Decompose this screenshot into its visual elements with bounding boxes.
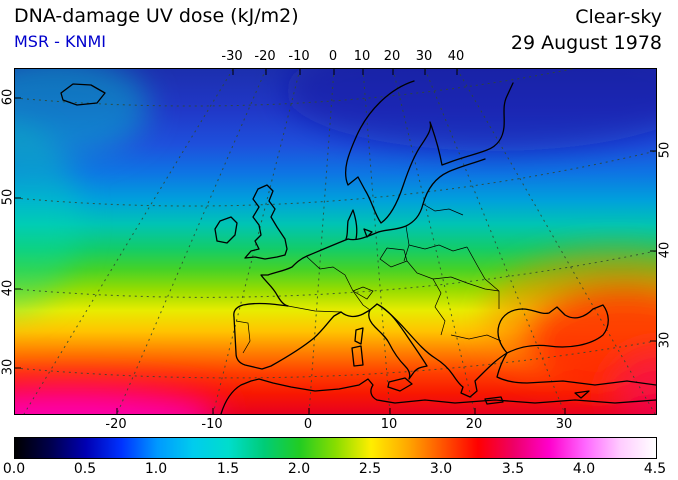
sky-condition-label: Clear-sky	[575, 6, 662, 28]
graticule	[15, 69, 656, 414]
coast-denmark	[345, 209, 358, 240]
colorbar-tick-label: 1.0	[144, 461, 168, 477]
coast-southern-france	[340, 309, 371, 318]
map-frame	[14, 68, 657, 415]
coast-crete	[484, 396, 504, 405]
top-axis-label: 10	[353, 49, 371, 64]
coast-ireland	[214, 216, 238, 244]
coast-balkans-greece	[376, 303, 508, 398]
header-right: Clear-sky 29 August 1978	[511, 4, 662, 56]
top-axis-label: 40	[447, 49, 465, 64]
top-axis-label: -10	[288, 49, 310, 64]
coast-black-sea	[497, 304, 609, 354]
top-axis-label: 0	[328, 49, 338, 64]
coast-turkey	[496, 352, 656, 386]
coast-sardinia	[351, 345, 364, 367]
coast-iceland	[60, 83, 106, 106]
colorbar-tick-label: 2.0	[287, 461, 311, 477]
top-axis-label: 20	[383, 49, 401, 64]
uv-dose-field	[15, 69, 656, 414]
right-axis-label: 30	[657, 331, 673, 349]
europe-uv-map	[15, 69, 656, 414]
coast-baltic	[347, 158, 486, 241]
right-axis-label: 40	[657, 241, 673, 259]
bottom-axis-label: 10	[380, 417, 398, 432]
bottom-axis-label: -20	[105, 417, 127, 432]
colorbar-tick-label: 0.0	[2, 461, 26, 477]
colorbar-tick-label: 4.0	[572, 461, 596, 477]
bottom-axis-label: 30	[555, 417, 573, 432]
colorbar-tick-label: 3.0	[429, 461, 453, 477]
colorbar-tick-label: 4.5	[643, 461, 667, 477]
colorbar-tick-label: 0.5	[73, 461, 97, 477]
coast-scandinavia	[344, 80, 514, 224]
coast-iberia	[233, 302, 342, 370]
bottom-axis-label: 0	[303, 417, 313, 432]
axis-ticks	[15, 69, 656, 414]
top-axis-label: -20	[254, 49, 276, 64]
coast-sicily	[387, 377, 413, 392]
right-axis-label: 50	[657, 141, 673, 159]
colorbar-gradient	[14, 437, 657, 459]
coast-zealand	[363, 228, 373, 238]
colorbar-tick-label: 2.5	[358, 461, 382, 477]
figure-title: DNA-damage UV dose (kJ/m2)	[14, 5, 299, 27]
coast-cyprus	[574, 390, 590, 399]
coastlines	[60, 80, 656, 414]
coast-north-africa	[220, 378, 656, 414]
bottom-axis-label: -10	[201, 417, 223, 432]
colorbar-tick-label: 1.5	[216, 461, 240, 477]
country-borders	[235, 203, 502, 354]
top-axis-label: -30	[221, 49, 243, 64]
date-label: 29 August 1978	[510, 32, 662, 54]
source-label: MSR - KNMI	[14, 32, 107, 51]
top-axis-label: 30	[415, 49, 433, 64]
colorbar-tick-label: 3.5	[501, 461, 525, 477]
coast-northwest-europe	[260, 238, 349, 307]
coast-britain	[244, 184, 288, 260]
coast-corsica	[354, 327, 364, 345]
bottom-axis-label: 20	[465, 417, 483, 432]
